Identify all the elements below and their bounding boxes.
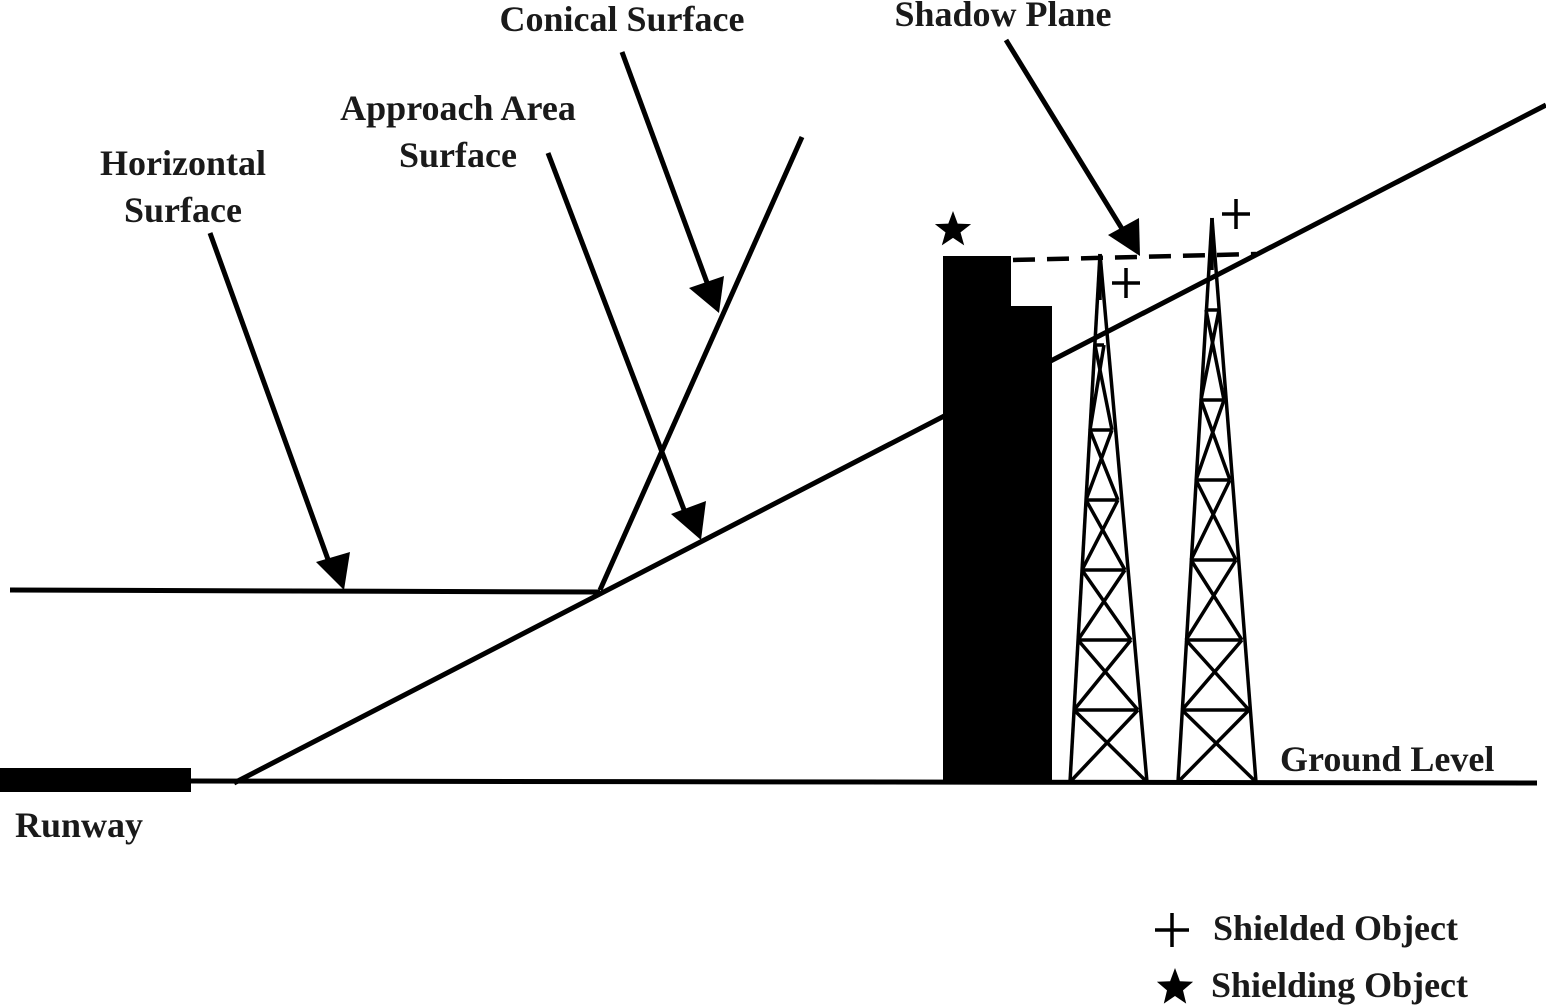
legend-star-icon [1156, 968, 1194, 1004]
legend-plus-icon [1155, 913, 1189, 947]
tower-1 [1068, 253, 1149, 784]
legend-shielding-label: Shielding Object [1211, 965, 1468, 1005]
runway-bar [0, 768, 191, 792]
shadow-plane-pointer [1003, 38, 1140, 256]
approach-area-label-line2: Surface [399, 135, 517, 175]
conical-surface-line [597, 135, 805, 592]
horizontal-surface-pointer [207, 232, 350, 590]
shadow-plane-label: Shadow Plane [894, 0, 1111, 34]
shielded-plus-icon-tower-1 [1112, 268, 1140, 298]
approach-area-surface-line [232, 102, 1546, 786]
conical-surface-label: Conical Surface [500, 0, 745, 39]
approach-area-pointer [545, 152, 706, 540]
conical-surface-pointer [619, 51, 724, 313]
legend: Shielded Object Shielding Object [1155, 908, 1468, 1005]
approach-area-label-line1: Approach Area [340, 88, 576, 128]
horizontal-surface-label-line1: Horizontal [100, 143, 266, 183]
horizontal-surface-line [9, 587, 601, 595]
horizontal-surface-label-line2: Surface [124, 190, 242, 230]
tower-2 [1176, 217, 1258, 784]
legend-shielded-label: Shielded Object [1213, 908, 1458, 948]
shielding-building [943, 256, 1052, 783]
ground-level-label: Ground Level [1280, 739, 1494, 779]
runway-label: Runway [15, 805, 143, 845]
shadow-plane-line [1012, 251, 1257, 263]
ground-level-line [189, 778, 1538, 786]
shielding-star-icon [934, 211, 972, 246]
shielded-plus-icon-tower-2 [1222, 199, 1250, 229]
